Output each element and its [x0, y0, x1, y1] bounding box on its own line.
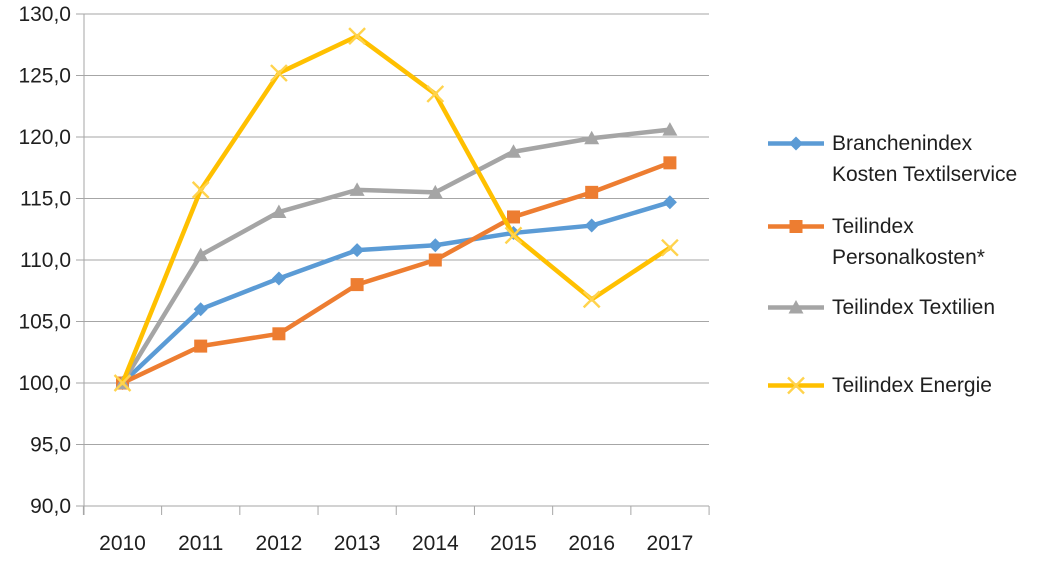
x-axis-label: 2011 [178, 532, 223, 555]
marker-x-teilindex-2011 [191, 181, 210, 199]
marker-diamond-branchenindex-2011 [193, 302, 208, 317]
x-axis-label: 2014 [412, 532, 459, 555]
y-axis-label: 120,0 [18, 126, 71, 149]
y-axis-label: 130,0 [18, 3, 71, 26]
y-axis-label: 95,0 [30, 434, 71, 457]
series-line-teilindex [120, 127, 673, 386]
marker-diamond-branchenindex-2013 [350, 243, 365, 258]
y-axis-label: 125,0 [18, 65, 71, 88]
marker-x-teilindex-2013 [348, 27, 366, 45]
marker-triangle-teilindex-2015 [506, 144, 521, 158]
x-axis-label: 2016 [568, 532, 615, 555]
marker-triangle-teilindex-2014 [427, 184, 443, 199]
marker-square-teilindex-2015 [507, 210, 520, 224]
y-axis-label: 110,0 [20, 249, 71, 272]
y-axis-label: 90,0 [30, 495, 71, 518]
legend-label-personalkosten: Teilindex Personalkosten* [832, 215, 985, 269]
marker-x-teilindex-2014 [426, 85, 445, 103]
marker-x-teilindex-2010 [113, 374, 132, 392]
y-axis-label: 100,0 [18, 372, 71, 395]
marker-square-teilindex-2016 [585, 185, 599, 199]
legend-item-personalkosten: Teilindex Personalkosten* [765, 211, 985, 273]
marker-triangle-teilindex-2017 [662, 122, 678, 136]
legend-marker-branchenindex [768, 136, 824, 151]
marker-x-teilindex-2016 [582, 290, 601, 309]
marker-square-teilindex-2011 [194, 339, 208, 353]
marker-diamond-branchenindex-2016 [584, 218, 599, 233]
marker-square-teilindex-2014 [428, 253, 442, 267]
marker-x-teilindex-2017 [661, 238, 679, 257]
marker-square-teilindex-2013 [350, 278, 364, 292]
marker-x-teilindex-2015 [504, 226, 523, 245]
legend-marker-energie [768, 376, 824, 395]
marker-triangle-teilindex-2012 [271, 204, 287, 219]
marker-square-teilindex-2017 [663, 156, 677, 170]
marker-diamond-branchenindex-2012 [271, 271, 286, 286]
series-line-teilindex [120, 160, 673, 386]
marker-triangle-teilindex-2013 [349, 182, 365, 196]
marker-triangle-teilindex-2016 [584, 130, 600, 145]
legend-item-energie: Teilindex Energie [765, 370, 992, 401]
legend-item-branchenindex: Branchenindex Kosten Textilservice [765, 128, 1017, 190]
marker-x-teilindex-2012 [270, 64, 288, 82]
marker-triangle-teilindex-2011 [193, 247, 209, 262]
legend-marker-textilien [768, 300, 824, 314]
y-axis-label: 105,0 [18, 311, 71, 334]
series-line-branchenindex [120, 199, 673, 386]
legend-marker-x-icon [787, 376, 805, 395]
legend-marker-triangle-icon [788, 300, 804, 314]
legend-marker-square-icon [789, 220, 803, 233]
legend-label-textilien: Teilindex Textilien [832, 296, 996, 319]
x-axis-label: 2017 [647, 532, 694, 555]
x-axis-label: 2012 [256, 532, 303, 555]
legend-marker-personalkosten [768, 220, 824, 233]
marker-square-teilindex-2012 [272, 327, 286, 341]
legend-marker-diamond-icon [789, 136, 803, 151]
legend-label-energie: Teilindex Energie [832, 374, 992, 397]
legend-label-branchenindex: Branchenindex Kosten Textilservice [832, 132, 1018, 186]
x-axis-label: 2015 [490, 532, 537, 555]
x-axis-label: 2010 [99, 532, 146, 555]
series-line-teilindex [120, 33, 673, 386]
y-axis-label: 115,0 [20, 188, 71, 211]
marker-diamond-branchenindex-2014 [428, 238, 443, 253]
x-axis-label: 2013 [334, 532, 381, 555]
legend: Branchenindex Kosten Textilservice Teili… [765, 0, 1051, 562]
marker-diamond-branchenindex-2017 [662, 195, 677, 210]
legend-item-textilien: Teilindex Textilien [765, 292, 995, 323]
